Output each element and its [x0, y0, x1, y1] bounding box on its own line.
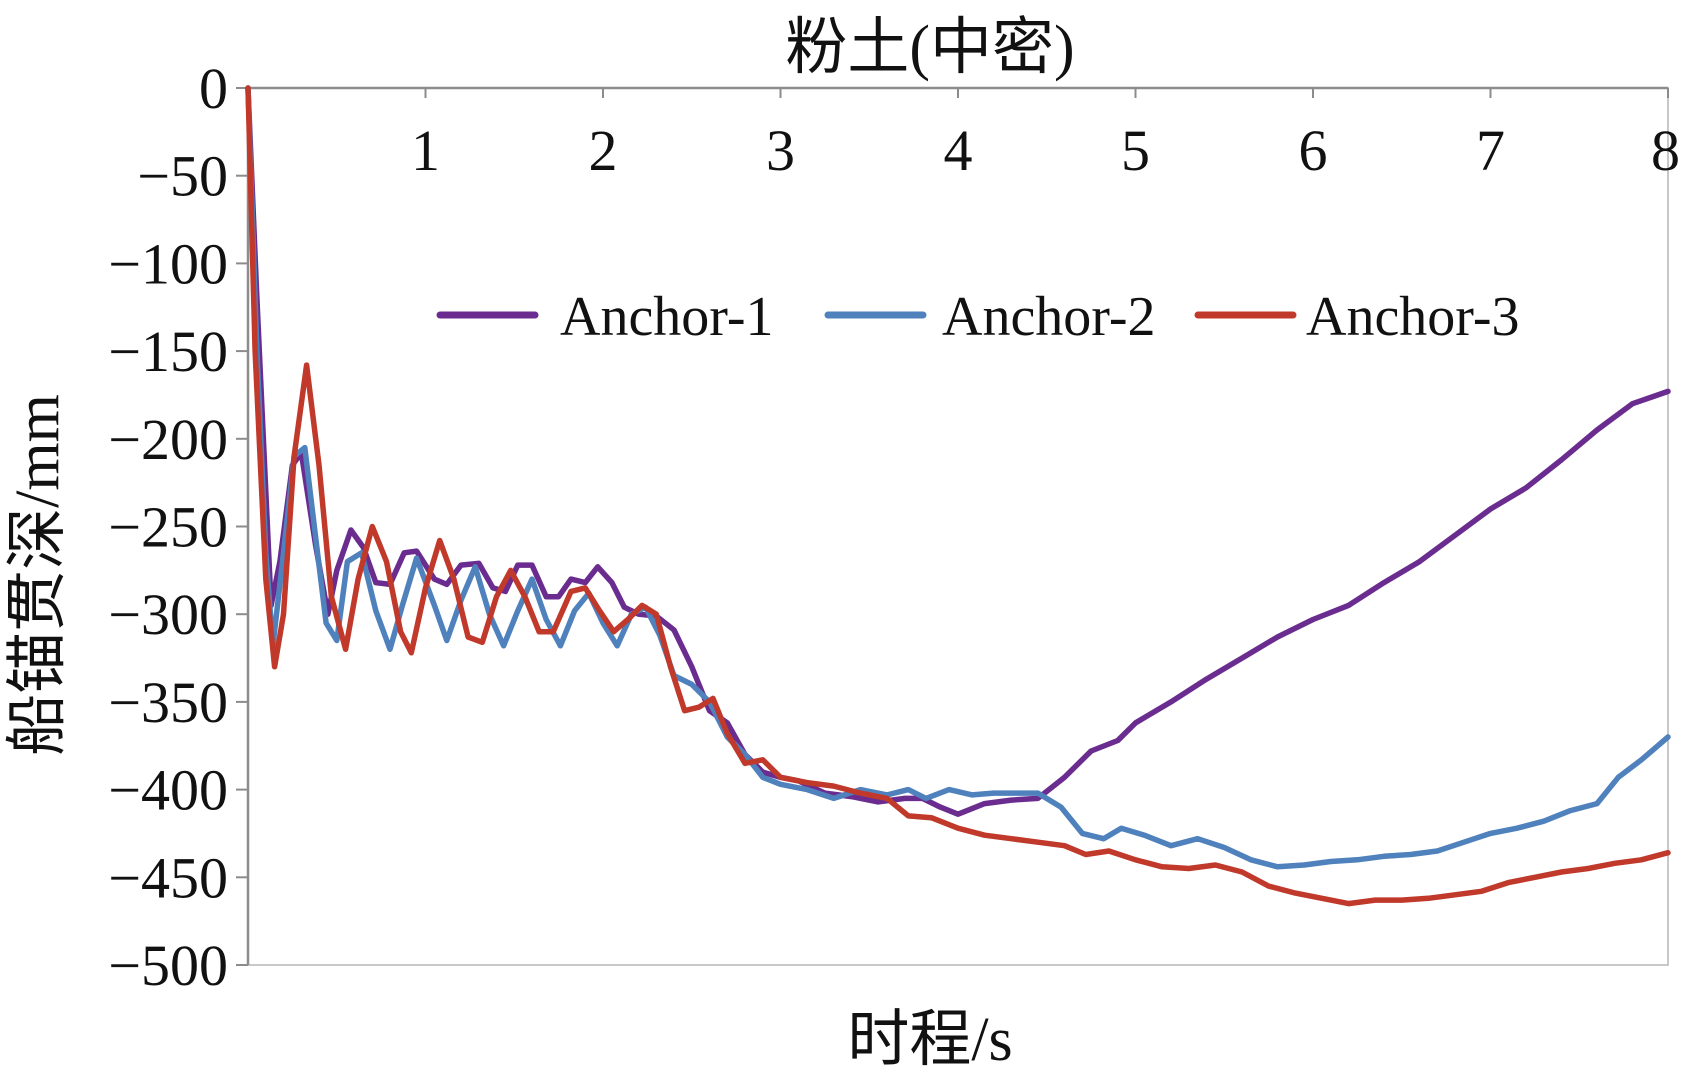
series-line-anchor-1 [245, 85, 1671, 817]
y-tick-label: −500 [108, 933, 228, 998]
series-line-anchor-2 [245, 85, 1671, 870]
legend-label-anchor-2: Anchor-2 [942, 286, 1155, 348]
x-tick-label: 1 [411, 118, 440, 183]
series-line-anchor-3 [245, 85, 1671, 907]
y-tick-label: −350 [108, 670, 228, 735]
x-tick-label: 7 [1476, 118, 1505, 183]
legend-label-anchor-3: Anchor-3 [1306, 286, 1519, 348]
y-tick-label: −100 [108, 231, 228, 296]
y-tick-label: −250 [108, 495, 228, 560]
y-tick-label: −200 [108, 407, 228, 472]
x-tick-label: 2 [589, 118, 618, 183]
x-tick-label: 3 [766, 118, 795, 183]
y-tick-label: −450 [108, 845, 228, 910]
y-axis-label: 船锚贯深/mm [4, 394, 72, 756]
legend-label-anchor-1: Anchor-1 [560, 286, 773, 348]
y-tick-label: −400 [108, 758, 228, 823]
x-tick-label: 4 [944, 118, 973, 183]
plot-border [247, 87, 1669, 966]
y-tick-label: 0 [199, 56, 228, 121]
x-axis-label: 时程/s [847, 1006, 1012, 1074]
y-tick-label: −50 [137, 144, 228, 209]
chart-title: 粉土(中密) [785, 14, 1074, 82]
y-tick-label: −300 [108, 582, 228, 647]
x-tick-label: 6 [1299, 118, 1328, 183]
x-tick-label: 5 [1121, 118, 1150, 183]
x-tick-label: 8 [1651, 118, 1680, 183]
y-tick-label: −150 [108, 319, 228, 384]
